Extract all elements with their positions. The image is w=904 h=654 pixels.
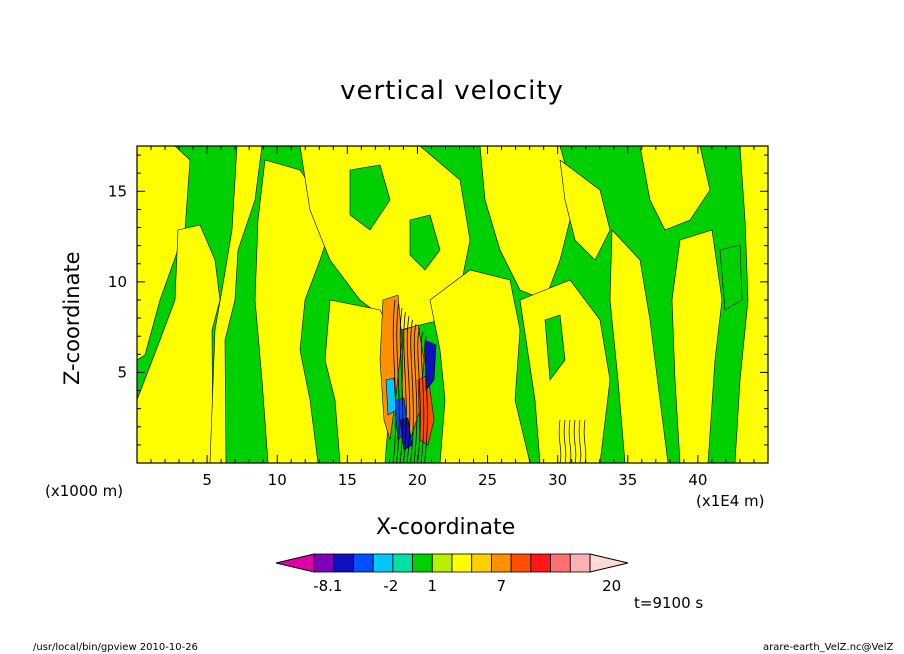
- colorbar-segment: [412, 553, 433, 573]
- yellow-region: [734, 146, 768, 463]
- green-region: [719, 244, 743, 311]
- x-axis-label: X-coordinate: [376, 515, 516, 540]
- yellow-region: [519, 279, 611, 463]
- x-tick-label: 30: [548, 471, 567, 489]
- colorbar-segment: [550, 553, 571, 573]
- x-tick-label: 10: [268, 471, 287, 489]
- yellow-region: [559, 159, 611, 261]
- colorbar-min-arrow: [275, 553, 315, 573]
- green-region: [544, 314, 566, 381]
- contour-line: [410, 319, 414, 463]
- colorbar-segment: [353, 553, 374, 573]
- x-tick-label: 40: [688, 471, 707, 489]
- footer-right: arare-earth_VelZ.nc@VelZ: [763, 642, 894, 653]
- contour-line: [568, 419, 572, 463]
- yellow-region: [137, 224, 221, 463]
- colorbar-segment: [333, 553, 354, 573]
- x-tick-label: 5: [202, 471, 212, 489]
- yellow-region: [137, 146, 191, 361]
- colorbar-label: 1: [428, 577, 438, 595]
- y-tick-label: 10: [108, 273, 127, 291]
- x-tick-label: 15: [338, 471, 357, 489]
- y-tick-label: 15: [108, 182, 127, 200]
- yellow-region: [609, 229, 669, 463]
- contour-line: [399, 307, 404, 463]
- colorbar-label: 7: [497, 577, 507, 595]
- green-region: [409, 214, 441, 271]
- time-label: t=9100 s: [634, 594, 704, 612]
- colorbar-segment: [431, 553, 453, 573]
- x-unit-right: (x1E4 m): [696, 492, 765, 510]
- contour-line: [573, 419, 577, 463]
- green-region: [349, 164, 391, 231]
- yellow-region: [639, 146, 711, 231]
- colorbar-max-arrow: [589, 553, 629, 573]
- contour-line: [578, 419, 582, 463]
- colorbar-segment: [372, 553, 394, 573]
- colorbar-segment: [392, 553, 413, 573]
- colorbar-label: -8.1: [313, 577, 342, 595]
- contour-line: [396, 303, 400, 463]
- plot-frame: [136, 145, 769, 464]
- yellow-region: [209, 146, 263, 463]
- contour-field: [137, 146, 768, 463]
- footer-left: /usr/local/bin/gpview 2010-10-26: [33, 642, 198, 653]
- colorbar-label: 20: [602, 577, 621, 595]
- colorbar-label: -2: [383, 577, 398, 595]
- y-tick-label: 5: [117, 363, 127, 381]
- chart-title: vertical velocity: [340, 76, 564, 106]
- contour-line: [413, 323, 418, 463]
- colorbar-segment: [471, 553, 492, 573]
- yellow-region: [429, 269, 531, 463]
- cyan-region: [385, 377, 397, 416]
- colorbar-segment: [491, 553, 512, 573]
- contour-line: [406, 315, 411, 463]
- colorbar-segment: [569, 553, 591, 573]
- orange-region: [379, 294, 403, 441]
- yellow-region: [671, 229, 723, 463]
- contour-line: [558, 419, 562, 463]
- x-tick-label: 20: [408, 471, 427, 489]
- contour-line: [392, 299, 397, 463]
- contour-line: [563, 419, 567, 463]
- colorbar-segment: [451, 553, 473, 573]
- colorbar-segment: [313, 553, 335, 573]
- contour-line: [417, 327, 421, 463]
- contour-line: [403, 311, 407, 463]
- contour-line: [424, 335, 428, 463]
- colorbar-segment: [510, 553, 532, 573]
- x-tick-label: 35: [618, 471, 637, 489]
- colorbar-segment: [530, 553, 551, 573]
- y-axis-label: Z-coordinate: [60, 251, 84, 385]
- x-tick-label: 25: [478, 471, 497, 489]
- contour-line: [420, 331, 425, 463]
- x-unit-left: (x1000 m): [45, 482, 124, 500]
